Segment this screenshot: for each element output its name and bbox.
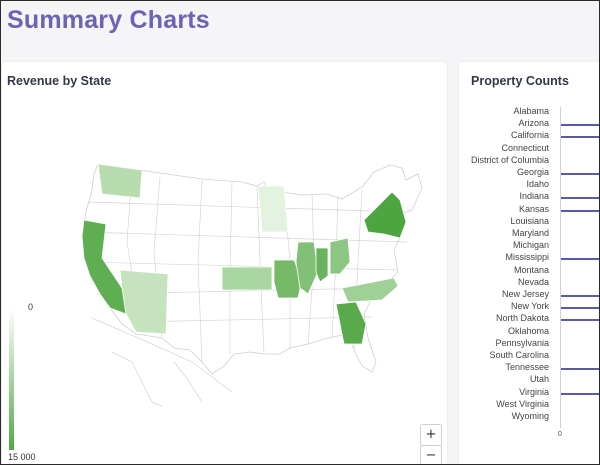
category-label: Mississippi [505,252,549,263]
property-chart: Alabama Arizona California Connecticut Distr… [459,62,599,464]
category-label: Louisiana [510,215,549,226]
category-label: Pennsylvania [495,337,549,348]
zoom-in-button[interactable]: + [420,424,442,446]
category-label: Kansas [518,203,549,214]
bar[interactable] [561,209,599,212]
state-washington[interactable] [97,163,143,199]
state-illinois[interactable] [295,241,319,295]
category-label: Georgia [516,167,549,177]
category-label: Utah [529,374,549,385]
category-label: Montana [513,264,549,275]
chart-axis-line [560,107,561,429]
state-minnesota[interactable] [257,185,289,233]
state-missouri[interactable] [273,259,303,299]
category-label: Wyoming [511,411,549,421]
bar[interactable] [561,295,599,297]
bar[interactable] [561,124,599,127]
category-label: Idaho [526,179,549,190]
revenue-card-title: Revenue by State [7,74,112,88]
category-label: Nevada [517,276,549,287]
state-indiana[interactable] [315,247,329,283]
state-north-carolina[interactable] [341,277,399,303]
bar[interactable] [561,307,599,310]
legend-min-label: 0 [28,302,34,312]
bar[interactable] [561,136,599,139]
state-georgia[interactable] [335,301,367,345]
category-label: Virginia [519,386,549,397]
highlighted-states [81,163,407,345]
bar[interactable] [561,368,599,371]
state-kansas[interactable] [221,266,273,291]
category-label: Tennessee [505,362,549,373]
category-label: South Carolina [489,350,549,360]
axis-zero-label: 0 [558,431,562,438]
page-title: Summary Charts [7,6,210,34]
alaska-hawaii-outlines [91,317,233,407]
bar[interactable] [561,392,599,395]
category-label: Arizona [518,118,549,129]
legend-gradient [9,308,14,450]
state-new-york[interactable] [363,191,407,239]
category-label: New York [510,301,549,312]
category-label: Maryland [511,228,549,238]
bar[interactable] [561,258,599,261]
state-ohio[interactable] [329,237,351,275]
category-label: Alabama [513,106,549,116]
category-label: Indiana [519,191,549,202]
category-label: North Dakota [495,313,549,324]
state-california[interactable] [81,219,133,315]
property-card-title: Property Counts [471,74,569,88]
bar[interactable] [561,197,599,200]
zoom-out-button[interactable]: − [420,445,442,464]
bar[interactable] [561,173,599,175]
category-label: Connecticut [501,142,549,153]
category-label: Oklahoma [507,325,549,336]
property-card: Property Counts Alabama Arizona California… [459,62,599,464]
revenue-card: Revenue by State [2,62,447,465]
bar[interactable] [561,319,599,322]
category-label: Michigan [512,240,549,251]
us-map[interactable] [2,62,447,465]
category-label: New Jersey [501,289,549,299]
category-label: District of Columbia [470,154,549,165]
state-arizona[interactable] [119,269,169,335]
legend-max-label: 15 000 [8,452,36,462]
category-label: West Virginia [496,398,549,409]
category-label: California [510,130,549,141]
